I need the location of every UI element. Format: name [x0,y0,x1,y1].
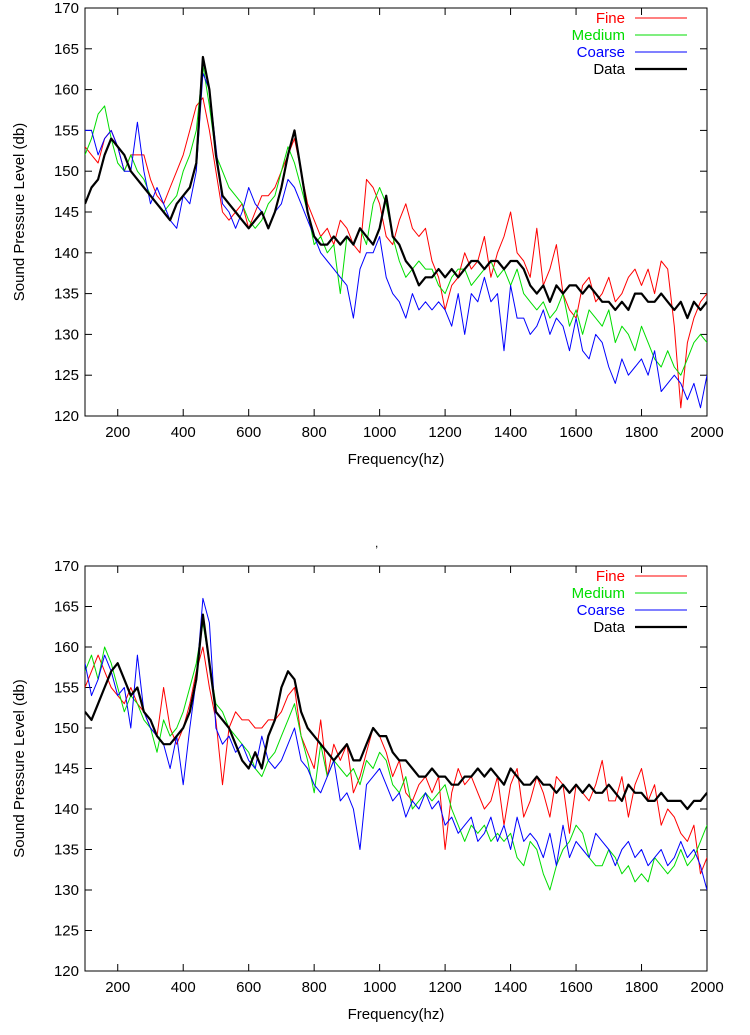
y-tick-label: 120 [54,408,79,425]
y-tick-label: 125 [54,923,79,940]
y-tick-label: 130 [54,882,79,899]
y-tick-label: 170 [54,558,79,575]
legend-label-data: Data [593,61,625,78]
x-tick-label: 600 [236,979,261,996]
x-tick-label: 200 [105,424,130,441]
series-line-data [85,55,707,320]
x-tick-label: 1400 [494,979,527,996]
series-line-coarse [85,72,707,409]
y-tick-label: 160 [54,82,79,99]
series-line-medium [85,64,707,376]
stray-mark: , [375,536,379,550]
x-tick-label: 1600 [559,424,592,441]
x-tick-label: 400 [171,979,196,996]
y-tick-label: 145 [54,204,79,221]
series-line-coarse [85,597,707,891]
x-tick-label: 1600 [559,979,592,996]
x-tick-label: 1800 [625,979,658,996]
y-tick-label: 150 [54,720,79,737]
series-line-fine [85,646,707,875]
x-tick-label: 400 [171,424,196,441]
legend-label-data: Data [593,619,625,636]
series-line-medium [85,622,707,891]
y-tick-label: 150 [54,163,79,180]
x-tick-label: 1200 [428,424,461,441]
legend-label-medium: Medium [572,27,625,44]
x-tick-label: 2000 [690,979,723,996]
y-tick-label: 155 [54,122,79,139]
y-tick-label: 130 [54,326,79,343]
y-tick-label: 165 [54,41,79,58]
series-line-data [85,613,707,811]
x-tick-label: 800 [302,979,327,996]
y-tick-label: 120 [54,963,79,980]
y-tick-label: 140 [54,801,79,818]
chart-bottom: 120 125 130 135 140 145 150 155 160 165 170 200 400 6… [11,558,724,1023]
y-tick-label: 135 [54,842,79,859]
legend-label-fine: Fine [596,568,625,585]
y-tick-label: 140 [54,245,79,262]
legend-label-coarse: Coarse [577,602,625,619]
y-axis-label: Sound Pressure Level (db) [11,679,28,857]
y-axis-label: Sound Pressure Level (db) [11,123,28,301]
x-tick-label: 1400 [494,424,527,441]
x-tick-label: 1200 [428,979,461,996]
series-line-fine [85,97,707,409]
x-tick-label: 200 [105,979,130,996]
chart-top: 120 125 130 135 140 145 150 155 160 165 170 200 400 6… [11,0,724,468]
x-tick-label: 800 [302,424,327,441]
x-tick-label: 600 [236,424,261,441]
x-tick-label: 1800 [625,424,658,441]
x-tick-label: 2000 [690,424,723,441]
y-tick-label: 135 [54,286,79,303]
legend-label-medium: Medium [572,585,625,602]
y-tick-label: 160 [54,639,79,656]
legend-label-fine: Fine [596,10,625,27]
y-tick-label: 125 [54,367,79,384]
x-tick-label: 1000 [363,979,396,996]
legend-label-coarse: Coarse [577,44,625,61]
x-tick-label: 1000 [363,424,396,441]
x-axis-label: Frequency(hz) [348,1006,445,1023]
y-tick-label: 170 [54,0,79,17]
y-tick-label: 165 [54,599,79,616]
y-tick-label: 155 [54,680,79,697]
x-axis-label: Frequency(hz) [348,451,445,468]
y-tick-label: 145 [54,761,79,778]
